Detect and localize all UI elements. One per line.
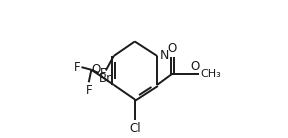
Text: F: F (86, 84, 92, 97)
Text: F: F (74, 61, 80, 74)
Text: O: O (168, 42, 177, 55)
Text: N: N (160, 49, 169, 63)
Text: Cl: Cl (129, 122, 141, 135)
Text: Br: Br (98, 72, 112, 85)
Text: CH₃: CH₃ (200, 69, 221, 79)
Text: F: F (100, 67, 106, 80)
Text: O: O (91, 63, 100, 76)
Text: O: O (190, 60, 199, 73)
